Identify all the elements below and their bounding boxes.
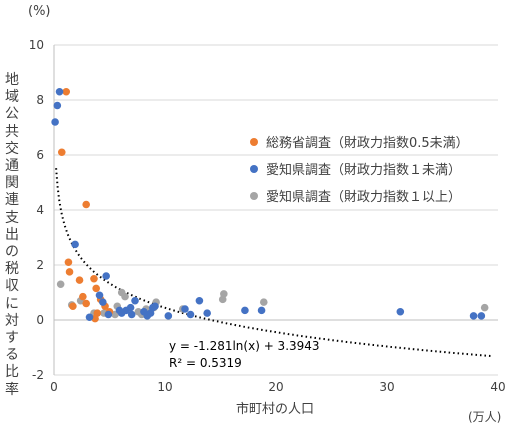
x-tick-label: 10 <box>157 380 172 394</box>
data-point <box>90 274 98 283</box>
x-tick-label: 30 <box>379 380 394 394</box>
data-point <box>85 313 94 322</box>
data-point <box>148 303 157 312</box>
x-tick-label: 40 <box>490 380 505 394</box>
equation-text: y = -1.281ln(x) + 3.3943 <box>169 339 320 353</box>
x-axis-label: 市町村の人口 <box>236 402 315 417</box>
data-point <box>82 299 90 308</box>
y-tick-label: 6 <box>36 148 44 162</box>
r-squared-text: R² = 0.5319 <box>169 356 242 370</box>
data-point <box>131 296 139 305</box>
data-point <box>480 303 489 312</box>
y-tick-label: 8 <box>36 93 44 107</box>
x-tick-label: 0 <box>50 380 58 394</box>
data-point <box>115 306 124 315</box>
data-point <box>220 290 228 298</box>
legend-marker-gray <box>250 191 258 200</box>
legend-label: 総務省調査（財政力指数0.5未満） <box>266 136 469 151</box>
data-point <box>57 148 66 157</box>
data-point <box>469 312 478 320</box>
data-point <box>99 298 107 306</box>
legend-item-series-3: 愛知県調査（財政力指数１以上） <box>250 182 469 209</box>
data-point <box>195 296 204 305</box>
y-tick-label: 4 <box>36 203 44 217</box>
x-unit-label: (万人) <box>468 410 502 424</box>
y-tick-label: -2 <box>32 368 44 382</box>
data-point <box>65 268 74 276</box>
x-tick-label: 20 <box>268 380 283 394</box>
legend-item-series-1: 総務省調査（財政力指数0.5未満） <box>250 128 469 155</box>
data-point <box>102 272 110 280</box>
axes <box>53 45 498 375</box>
data-point <box>62 87 71 96</box>
data-point <box>203 309 211 317</box>
data-point <box>181 305 189 313</box>
y-tick-label: 0 <box>36 313 44 327</box>
y-unit-label: (%) <box>28 4 51 19</box>
data-point <box>95 291 104 300</box>
legend: 総務省調査（財政力指数0.5未満） 愛知県調査（財政力指数１未満） 愛知県調査（… <box>250 128 469 209</box>
data-point <box>82 200 90 209</box>
data-point <box>121 292 129 301</box>
data-point <box>55 87 64 96</box>
data-point <box>79 292 87 301</box>
data-point <box>126 303 135 312</box>
y-tick-label: 10 <box>29 38 44 52</box>
y-axis-label: 地域公共交通関連支出の税収に対する比率 <box>5 72 19 398</box>
legend-marker-blue <box>250 164 258 173</box>
data-point <box>64 258 73 267</box>
data-point <box>75 276 84 284</box>
data-point <box>71 240 79 249</box>
data-point <box>104 310 113 319</box>
data-point <box>259 298 268 306</box>
data-point <box>51 118 59 126</box>
data-point <box>241 306 249 315</box>
data-point <box>164 312 173 320</box>
grid-lines <box>54 44 498 376</box>
legend-label: 愛知県調査（財政力指数１以上） <box>266 190 462 205</box>
tick-labels: -2 0 2 4 6 8 10 0 10 20 30 40 <box>29 38 506 394</box>
data-point <box>56 280 65 289</box>
data-point <box>396 307 405 316</box>
data-point <box>53 101 62 110</box>
data-point <box>257 306 266 315</box>
trendline-equation: y = -1.281ln(x) + 3.3943 R² = 0.5319 <box>169 338 320 372</box>
data-point <box>69 302 77 311</box>
data-point <box>186 310 195 319</box>
legend-label: 愛知県調査（財政力指数１未満） <box>266 163 462 178</box>
y-tick-label: 2 <box>36 258 44 272</box>
legend-item-series-2: 愛知県調査（財政力指数１未満） <box>250 155 469 182</box>
data-point <box>92 284 100 293</box>
data-point <box>477 312 486 320</box>
data-points <box>51 87 489 323</box>
legend-marker-orange <box>250 137 258 146</box>
data-point <box>127 310 136 319</box>
